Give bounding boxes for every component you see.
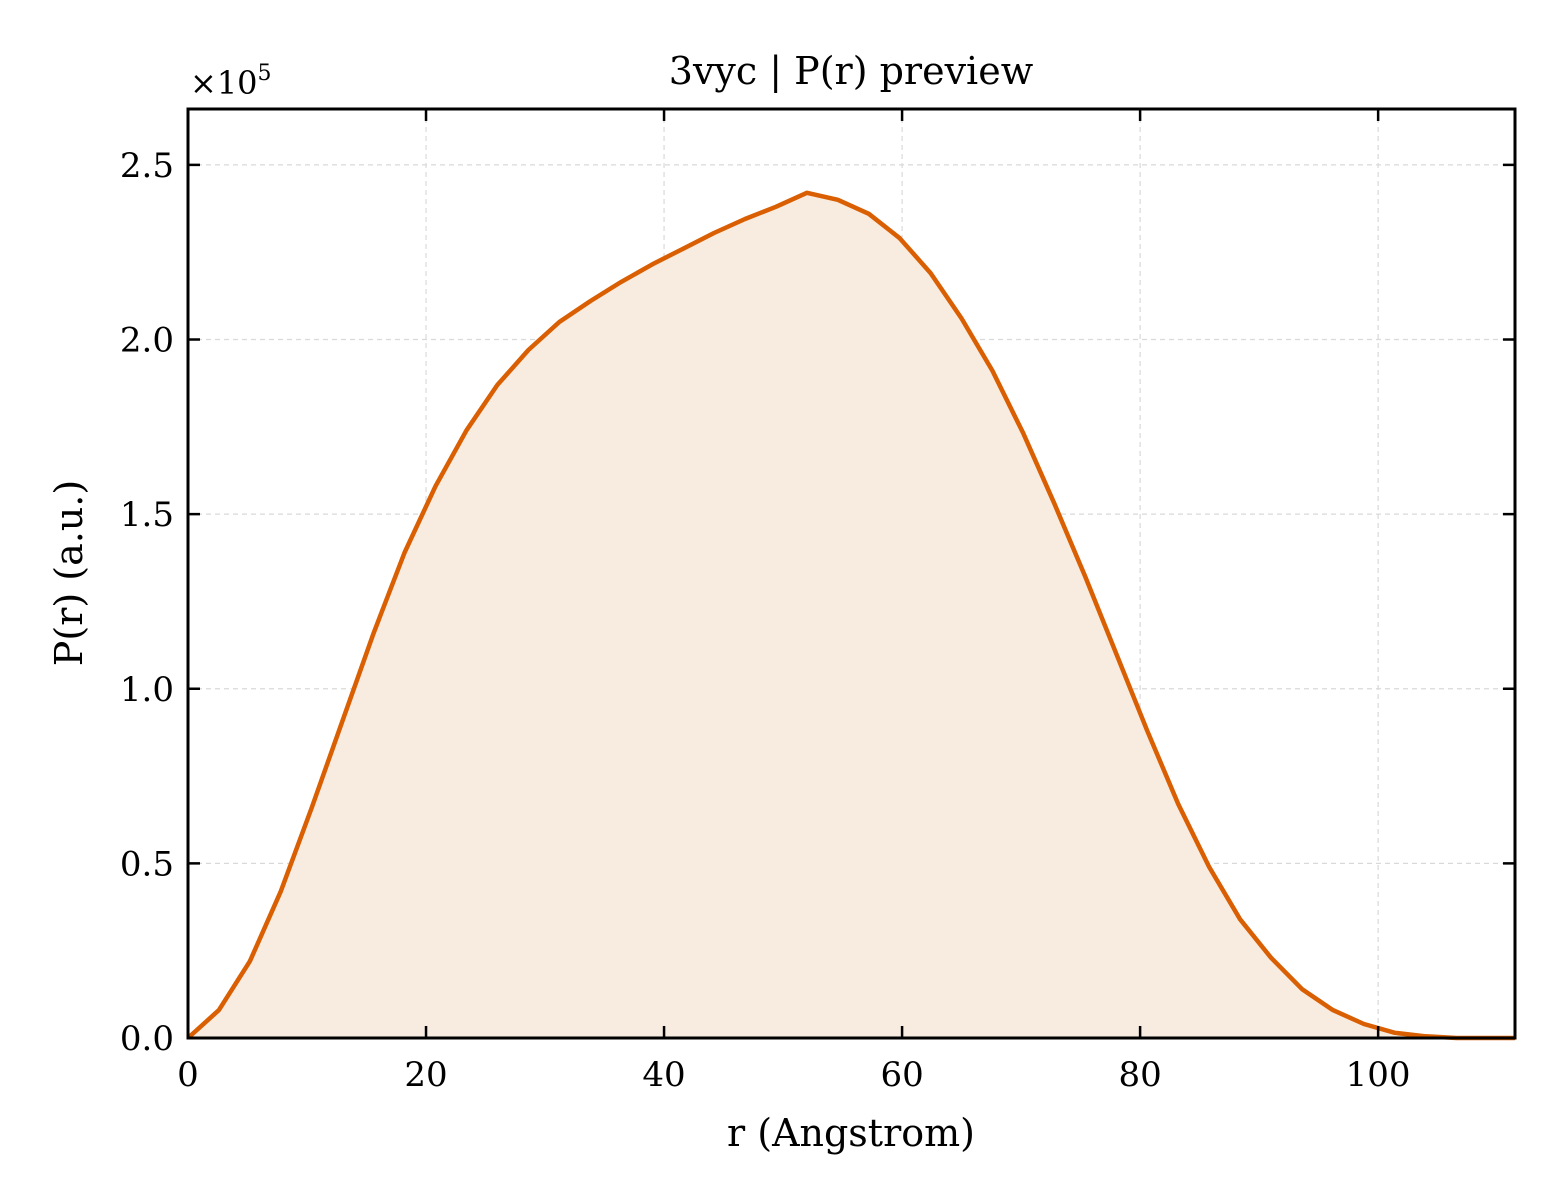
x-axis-label: r (Angstrom) bbox=[727, 1111, 975, 1155]
y-axis-ticks: 0.0 0.5 1.0 1.5 2.0 2.5 bbox=[120, 146, 1515, 1059]
x-axis-ticks: 0 20 40 60 80 100 bbox=[177, 109, 1411, 1095]
y-multiplier-base: ×10 bbox=[190, 64, 258, 102]
y-axis-multiplier: ×105 bbox=[190, 61, 272, 102]
y-tick-label: 1.0 bbox=[120, 670, 174, 710]
area-fill bbox=[188, 192, 1515, 1039]
y-tick-label: 1.5 bbox=[120, 495, 174, 535]
x-tick-label: 80 bbox=[1118, 1055, 1161, 1095]
plot-frame bbox=[186, 107, 1517, 1040]
y-multiplier-exponent: 5 bbox=[258, 61, 272, 86]
x-tick-label: 60 bbox=[880, 1055, 923, 1095]
y-tick-label: 2.0 bbox=[120, 321, 174, 361]
y-axis-label: P(r) (a.u.) bbox=[47, 480, 91, 666]
x-tick-label: 100 bbox=[1346, 1055, 1411, 1095]
x-tick-label: 20 bbox=[404, 1055, 447, 1095]
series-line bbox=[186, 190, 1515, 1041]
y-tick-label: 0.0 bbox=[120, 1019, 174, 1059]
chart-title: 3vyc | P(r) preview bbox=[669, 49, 1034, 93]
x-tick-label: 0 bbox=[177, 1055, 199, 1095]
y-tick-label: 0.5 bbox=[120, 844, 174, 884]
y-tick-label: 2.5 bbox=[120, 146, 174, 186]
x-tick-label: 40 bbox=[642, 1055, 685, 1095]
